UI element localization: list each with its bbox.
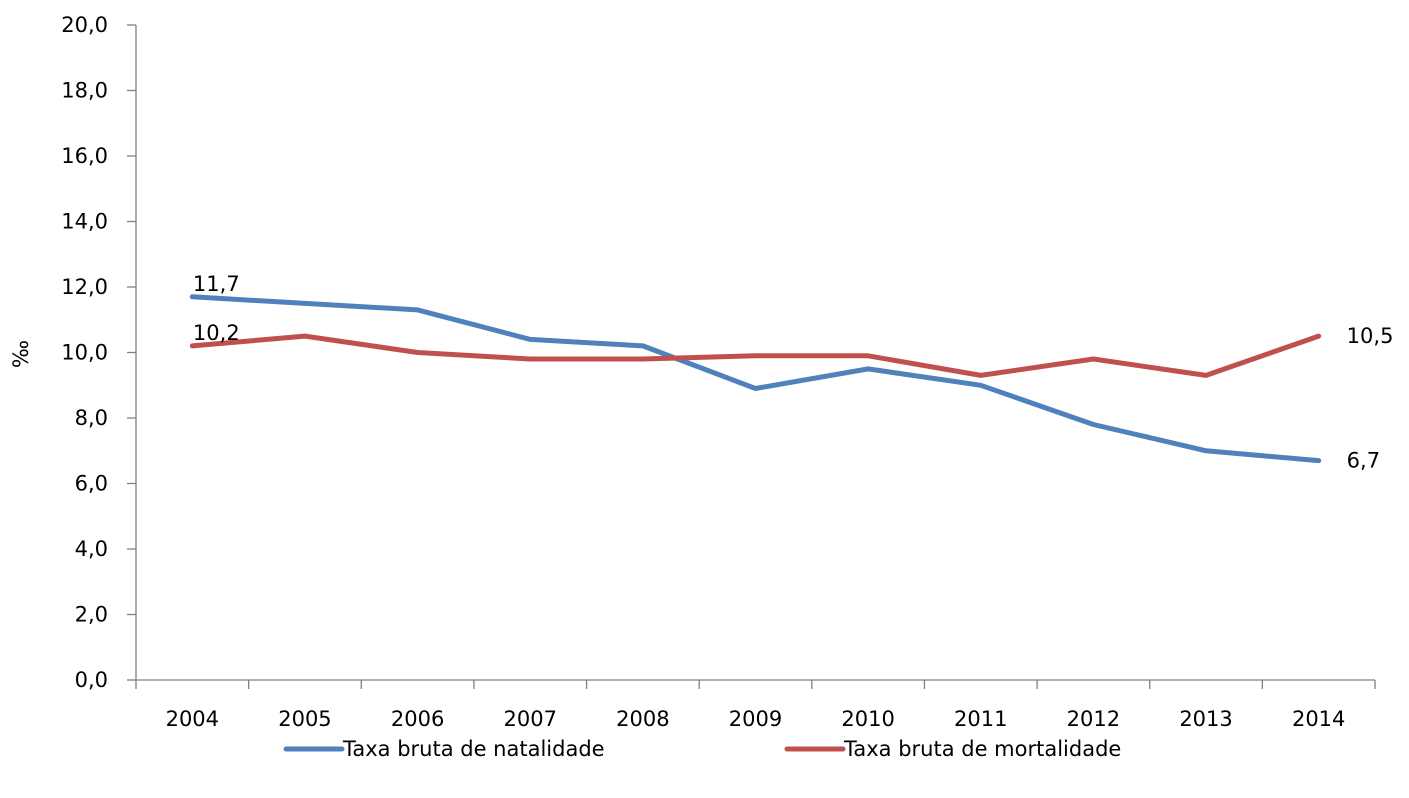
x-tick-label: 2005	[278, 707, 331, 731]
x-tick-label: 2004	[166, 707, 219, 731]
y-axis-title: ‰	[9, 340, 33, 368]
series-layer	[189, 294, 1322, 464]
y-tick-label: 18,0	[61, 79, 108, 103]
data-labels: 11,7 6,7 10,2 10,5	[193, 272, 1394, 473]
x-tick-label: 2009	[729, 707, 782, 731]
y-tick-label: 12,0	[61, 275, 108, 299]
y-tick-label: 4,0	[75, 537, 108, 561]
x-tick-label: 2013	[1179, 707, 1232, 731]
x-tick-label: 2008	[616, 707, 669, 731]
data-label: 10,5	[1347, 324, 1394, 348]
legend-label-1: Taxa bruta de mortalidade	[843, 737, 1121, 761]
x-tick-label: 2014	[1292, 707, 1345, 731]
y-tick-label: 10,0	[61, 341, 108, 365]
x-tick-label: 2006	[391, 707, 444, 731]
x-tick-label: 2010	[841, 707, 894, 731]
y-tick-label: 2,0	[75, 603, 108, 627]
y-tick-label: 14,0	[61, 210, 108, 234]
data-label: 10,2	[193, 321, 240, 345]
series-line-0	[189, 294, 1322, 464]
y-tick-label: 20,0	[61, 13, 108, 37]
series-line-1	[189, 333, 1322, 378]
x-tick-label: 2007	[504, 707, 557, 731]
axes: 0,0 2,0 4,0 6,0 8,0 10,0 12,0 14,0 16,0 18,0 20,0 2…	[61, 13, 1376, 731]
y-tick-label: 8,0	[75, 406, 108, 430]
legend-label-0: Taxa bruta de natalidade	[342, 737, 605, 761]
y-tick-label: 16,0	[61, 144, 108, 168]
y-tick-label: 0,0	[75, 668, 108, 692]
data-label: 11,7	[193, 272, 240, 296]
legend: Taxa bruta de natalidade Taxa bruta de mo…	[283, 737, 1121, 761]
x-tick-label: 2011	[954, 707, 1007, 731]
x-tick-label: 2012	[1067, 707, 1120, 731]
data-label: 6,7	[1347, 449, 1380, 473]
y-tick-label: 6,0	[75, 472, 108, 496]
